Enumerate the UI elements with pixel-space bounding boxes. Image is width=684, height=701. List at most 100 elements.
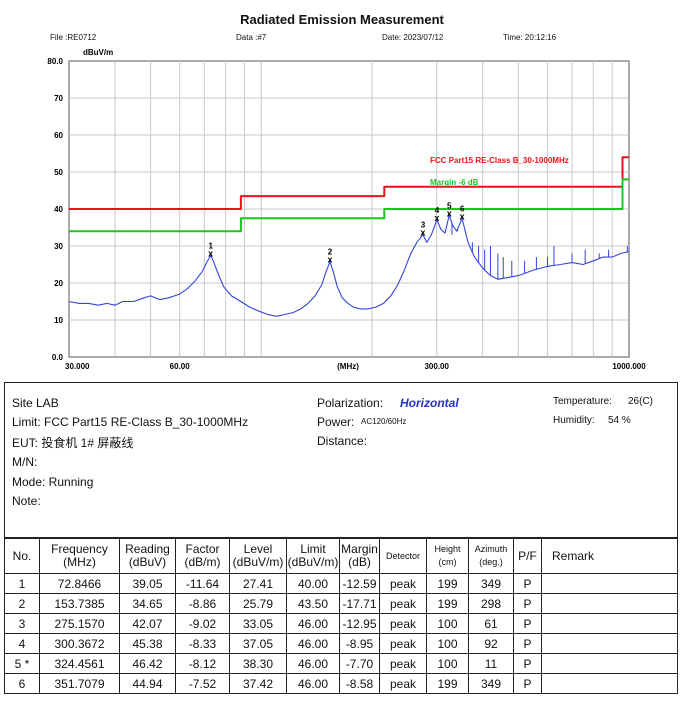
- marker-x: x: [434, 213, 439, 223]
- cell-margin: -8.58: [339, 673, 380, 694]
- limit-label: Limit: FCC Part15 RE-Class B_30-1000MHz: [12, 415, 249, 429]
- marker-number: 1: [208, 242, 213, 251]
- col-header-factor: Factor (dB/m): [175, 538, 230, 574]
- cell-margin: -7.70: [339, 653, 380, 674]
- cell-limit: 46.00: [286, 673, 340, 694]
- cell-remark: [541, 633, 678, 654]
- x-tick-label: 60.00: [170, 362, 191, 371]
- mode-label: Mode: Running: [12, 475, 94, 489]
- page-title: Radiated Emission Measurement: [240, 12, 444, 27]
- cell-limit: 43.50: [286, 593, 340, 614]
- cell-azimuth: 349: [468, 573, 514, 594]
- cell-freq: 275.1570: [39, 613, 120, 634]
- polarization-value: Horizontal: [400, 396, 459, 410]
- col-header-level: Level (dBuV/m): [229, 538, 287, 574]
- cell-azimuth: 298: [468, 593, 514, 614]
- cell-azimuth: 349: [468, 673, 514, 694]
- cell-remark: [541, 673, 678, 694]
- cell-no: 1: [4, 573, 40, 594]
- col-header-reading: Reading (dBuV): [119, 538, 176, 574]
- cell-margin: -8.95: [339, 633, 380, 654]
- cell-height: 100: [426, 653, 469, 674]
- margin-line-label: Margin -6 dB: [430, 178, 479, 187]
- limit-line-label: FCC Part15 RE-Class B_30-1000MHz: [430, 156, 569, 165]
- y-tick-label: 30: [54, 242, 63, 251]
- cell-remark: [541, 613, 678, 634]
- cell-detector: peak: [379, 633, 427, 654]
- x-tick-label: 1000.000: [612, 362, 646, 371]
- cell-level: 25.79: [229, 593, 287, 614]
- cell-pf: P: [513, 633, 542, 654]
- power-value: AC120/60Hz: [361, 417, 407, 426]
- cell-azimuth: 92: [468, 633, 514, 654]
- x-unit-label: (MHz): [337, 362, 359, 371]
- cell-detector: peak: [379, 673, 427, 694]
- col-header-detector: Detector: [379, 538, 427, 574]
- cell-reading: 44.94: [119, 673, 176, 694]
- marker-x: x: [208, 249, 213, 259]
- mn-label: M/N:: [12, 455, 38, 469]
- table-row: 4 300.3672 45.38 -8.33 37.05 46.00 -8.95 peak 10…: [4, 633, 678, 654]
- cell-freq: 72.8466: [39, 573, 120, 594]
- measurement-trace: [68, 214, 630, 317]
- y-tick-label: 70: [54, 94, 63, 103]
- humidity-value: 54 %: [608, 415, 631, 426]
- cell-margin: -12.59: [339, 573, 380, 594]
- distance-label: Distance:: [317, 434, 368, 448]
- y-tick-label: 40: [54, 205, 63, 214]
- cell-factor: -8.12: [175, 653, 230, 674]
- cell-reading: 34.65: [119, 593, 176, 614]
- cell-pf: P: [513, 613, 542, 634]
- cell-level: 37.42: [229, 673, 287, 694]
- col-header-limit: Limit (dBuV/m): [286, 538, 340, 574]
- cell-factor: -8.86: [175, 593, 230, 614]
- margin-line: [69, 178, 629, 233]
- cell-factor: -7.52: [175, 673, 230, 694]
- cell-remark: [541, 573, 678, 594]
- cell-freq: 351.7079: [39, 673, 120, 694]
- table-row: 3 275.1570 42.07 -9.02 33.05 46.00 -12.95 peak 1…: [4, 613, 678, 634]
- marker-number: 5: [447, 201, 452, 210]
- cell-height: 199: [426, 593, 469, 614]
- y-tick-label: 20: [54, 279, 63, 288]
- cell-azimuth: 11: [468, 653, 514, 674]
- cell-height: 199: [426, 573, 469, 594]
- cell-limit: 40.00: [286, 573, 340, 594]
- site-label: Site LAB: [12, 396, 59, 410]
- col-header-margin: Margin (dB): [339, 538, 380, 574]
- cell-margin: -17.71: [339, 593, 380, 614]
- col-header-remark: Remark: [541, 538, 678, 574]
- cell-reading: 46.42: [119, 653, 176, 674]
- cell-level: 37.05: [229, 633, 287, 654]
- limit-line: [69, 156, 629, 210]
- col-header-pf: P/F: [513, 538, 542, 574]
- cell-remark: [541, 653, 678, 674]
- polarization-label: Polarization:: [317, 396, 384, 410]
- col-header-frequency: Frequency (MHz): [39, 538, 120, 574]
- y-tick-label: 50: [54, 168, 63, 177]
- file-label: File :RE0712: [50, 33, 97, 42]
- marker-number: 3: [421, 221, 426, 230]
- cell-reading: 42.07: [119, 613, 176, 634]
- cell-level: 38.30: [229, 653, 287, 674]
- cell-pf: P: [513, 673, 542, 694]
- marker-number: 4: [435, 206, 440, 215]
- x-tick-label: 300.00: [424, 362, 449, 371]
- cell-pf: P: [513, 573, 542, 594]
- col-header-height: Height (cm): [426, 538, 469, 574]
- col-header-no: No.: [4, 538, 40, 574]
- cell-factor: -8.33: [175, 633, 230, 654]
- cell-detector: peak: [379, 653, 427, 674]
- data-label: Data :#7: [236, 33, 267, 42]
- table-row: 1 72.8466 39.05 -11.64 27.41 40.00 -12.59 peak 1…: [4, 573, 678, 594]
- results-table: No. Frequency (MHz) Reading (dBuV) Factor(…: [4, 538, 678, 694]
- table-row: 2 153.7385 34.65 -8.86 25.79 43.50 -17.71 peak 1…: [4, 593, 678, 614]
- cell-limit: 46.00: [286, 653, 340, 674]
- time-label: Time: 20:12:16: [503, 33, 557, 42]
- y-unit-label: dBuV/m: [83, 48, 113, 57]
- cell-detector: peak: [379, 593, 427, 614]
- eut-label: EUT: 投食机 1# 屏蔽线: [12, 436, 134, 450]
- y-tick-label: 60: [54, 131, 63, 140]
- cell-limit: 46.00: [286, 613, 340, 634]
- marker-x: x: [460, 212, 465, 222]
